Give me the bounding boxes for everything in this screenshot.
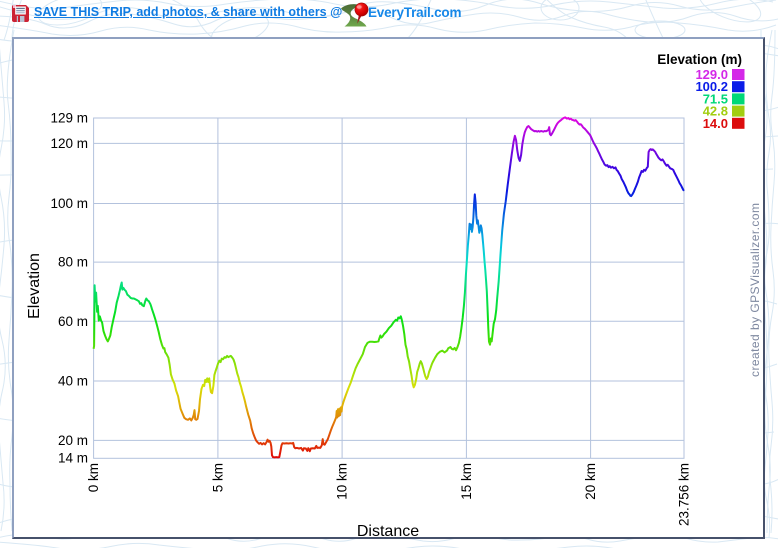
svg-text:5 km: 5 km: [210, 463, 225, 492]
svg-text:created by GPSVisualizer.com: created by GPSVisualizer.com: [748, 203, 762, 377]
svg-text:100 m: 100 m: [50, 196, 88, 211]
svg-text:14 m: 14 m: [58, 451, 88, 466]
svg-text:40 m: 40 m: [58, 374, 88, 389]
svg-text:20 m: 20 m: [58, 433, 88, 448]
svg-text:10 km: 10 km: [335, 463, 350, 500]
svg-text:129 m: 129 m: [50, 111, 88, 126]
svg-text:20 km: 20 km: [583, 463, 598, 500]
svg-text:42.8: 42.8: [703, 104, 728, 119]
svg-text:23.756 km: 23.756 km: [676, 463, 691, 526]
svg-text:100.2: 100.2: [695, 79, 728, 94]
svg-text:Elevation (m): Elevation (m): [657, 52, 742, 67]
svg-text:15 km: 15 km: [459, 463, 474, 500]
svg-text:129.0: 129.0: [695, 67, 728, 82]
svg-text:60 m: 60 m: [58, 314, 88, 329]
svg-text:0 km: 0 km: [86, 463, 101, 492]
svg-text:120 m: 120 m: [50, 136, 88, 151]
svg-text:Elevation: Elevation: [26, 253, 43, 319]
svg-text:71.5: 71.5: [703, 91, 728, 106]
svg-text:14.0: 14.0: [703, 116, 728, 131]
svg-text:Distance: Distance: [357, 523, 419, 540]
svg-text:80 m: 80 m: [58, 255, 88, 270]
